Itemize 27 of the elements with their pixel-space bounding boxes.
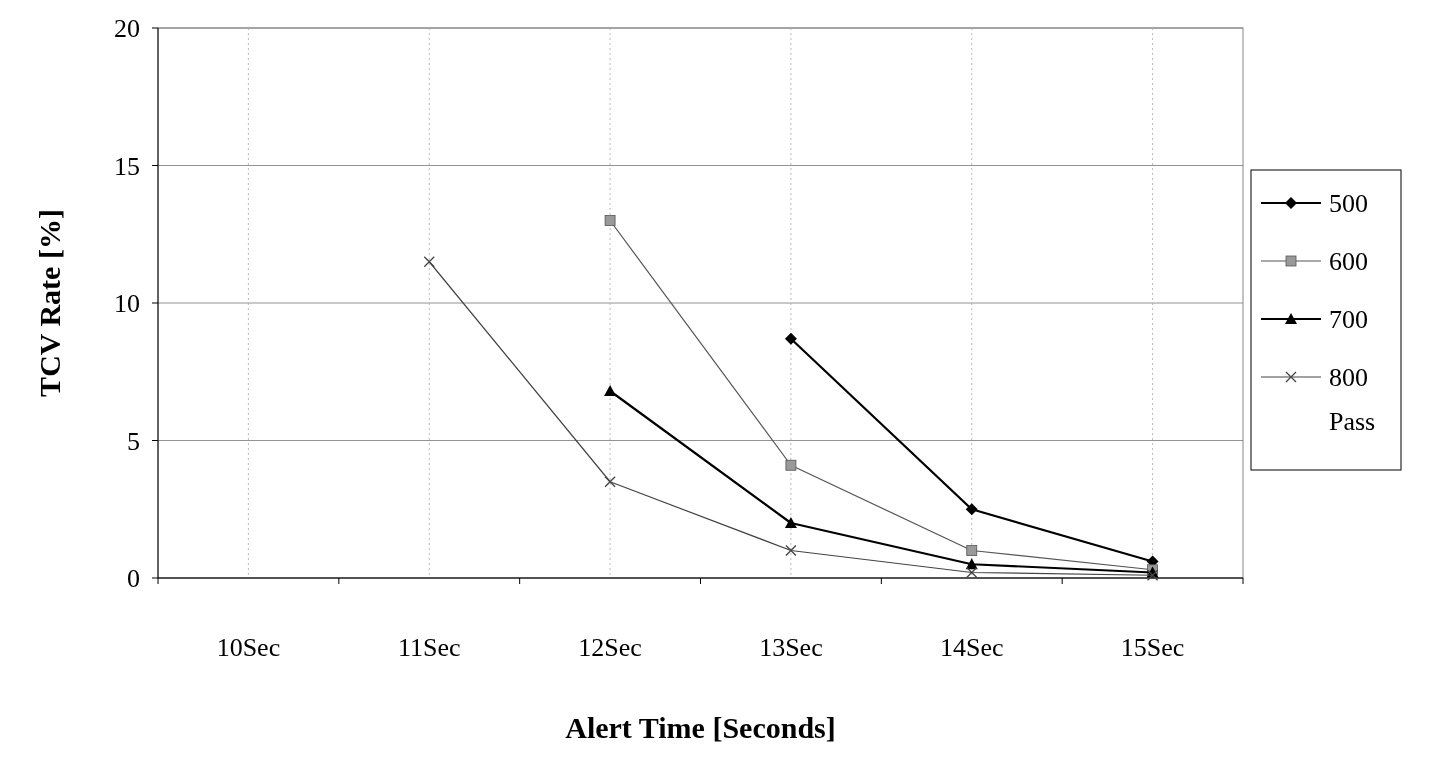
point (604, 215, 616, 226)
point (965, 503, 978, 516)
legend-label: 700 (1329, 305, 1368, 335)
point (785, 459, 797, 471)
y-tick-label: 0 (127, 564, 140, 594)
point (785, 544, 797, 557)
y-tick-label: 15 (114, 151, 140, 181)
x-tick-label: 10Sec (216, 633, 281, 662)
y-tick-label: 5 (127, 426, 140, 456)
x-axis-title: Alert Time [Seconds] (565, 711, 836, 744)
x-tick-label: 12Sec (578, 633, 642, 662)
y-tick-label: 10 (114, 289, 140, 319)
point (966, 566, 978, 579)
legend-label: 600 (1329, 247, 1368, 277)
y-tick-label: 20 (114, 14, 140, 44)
point (423, 256, 435, 268)
x-tick-label: 11Sec (397, 633, 461, 662)
legend-label: 800 Pass (1329, 363, 1376, 437)
point (784, 517, 797, 528)
point (784, 332, 797, 345)
legend-label: 500 (1329, 189, 1368, 219)
point (604, 476, 616, 488)
point (966, 545, 978, 556)
x-tick-label: 14Sec (939, 633, 1004, 662)
x-tick-label: 15Sec (1120, 633, 1185, 662)
x-tick-label: 13Sec (759, 633, 823, 662)
y-axis-title: TCV Rate [%] (33, 209, 66, 397)
